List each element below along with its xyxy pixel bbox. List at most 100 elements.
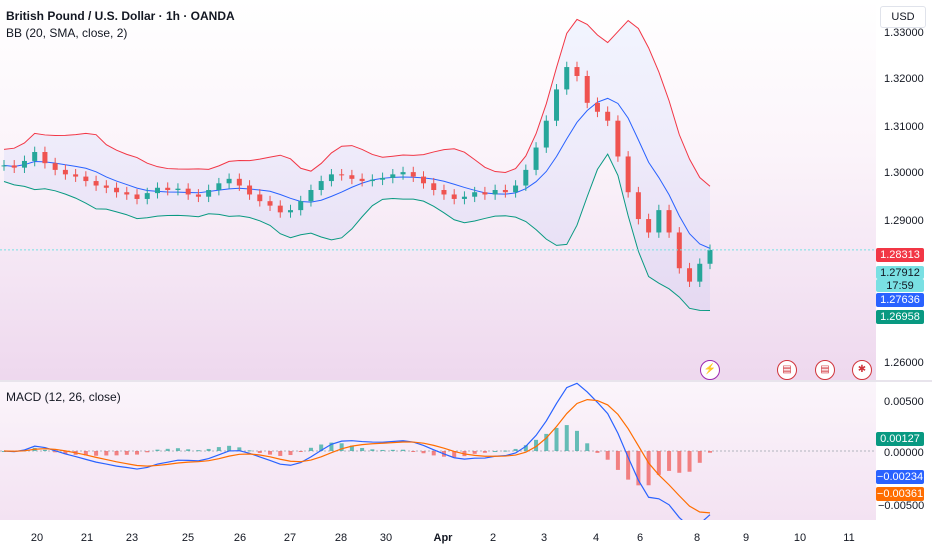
candle-body (554, 89, 560, 121)
bar-countdown-label: 17:59 (876, 279, 924, 292)
macd-tick: 0.00000 (884, 447, 924, 459)
candle-body (93, 181, 99, 186)
uk-flag-icon[interactable]: ✱ (852, 360, 872, 380)
currency-button[interactable]: USD (880, 6, 926, 28)
histogram-bar (53, 451, 58, 453)
histogram-bar (206, 448, 211, 451)
histogram-bar (554, 427, 559, 451)
candle-body (492, 190, 498, 195)
macd-value-label: −0.00234 (876, 470, 924, 484)
histogram-bar (155, 449, 160, 451)
candle-body (21, 160, 27, 168)
histogram-bar (83, 451, 88, 456)
us-flag-icon[interactable]: ▤ (777, 360, 797, 380)
histogram-bar (605, 451, 610, 460)
macd-pane[interactable] (0, 382, 876, 520)
candle-body (175, 188, 181, 190)
candle-body (380, 177, 386, 180)
candle-body (62, 169, 68, 175)
candle-body (114, 187, 120, 193)
candle-body (451, 194, 457, 199)
candle-body (533, 147, 539, 170)
histogram-bar (175, 448, 180, 451)
histogram-bar (493, 450, 498, 452)
us-flag-icon[interactable]: ▤ (815, 360, 835, 380)
pane-separator[interactable] (0, 380, 932, 382)
time-label: 11 (843, 532, 855, 544)
candle-body (267, 201, 273, 206)
candle-body (298, 201, 304, 211)
candle-body (308, 190, 314, 202)
histogram-bar (329, 442, 334, 451)
time-label: 27 (283, 532, 297, 544)
histogram-bar (114, 451, 119, 456)
candle-body (277, 205, 283, 213)
candlestick-chart[interactable] (0, 0, 876, 380)
candle-body (339, 174, 345, 176)
histogram-bar (534, 439, 539, 451)
histogram-bar (687, 451, 692, 472)
price-tick: 1.32000 (884, 73, 924, 85)
bb-upper-price-label: 1.28313 (876, 248, 924, 262)
candle-body (328, 174, 334, 182)
candle-body (236, 178, 242, 186)
candle-body (707, 249, 713, 264)
candle-body (461, 196, 467, 199)
price-tick: 1.26000 (884, 357, 924, 369)
histogram-bar (574, 430, 579, 451)
time-axis[interactable] (0, 520, 932, 550)
candle-body (349, 175, 355, 179)
histogram-bar (667, 451, 672, 471)
price-pane[interactable] (0, 0, 876, 380)
time-label: 26 (233, 532, 247, 544)
histogram-bar (145, 451, 150, 453)
time-label: 8 (693, 532, 701, 544)
histogram-bar (677, 451, 682, 473)
bb-basis-line (3, 97, 711, 249)
candle-body (564, 67, 570, 90)
histogram-bar (564, 425, 569, 451)
macd-chart[interactable] (0, 382, 876, 520)
lightning-icon[interactable]: ⚡ (700, 360, 720, 380)
time-label: 25 (181, 532, 195, 544)
histogram-bar (257, 451, 262, 454)
candle-body (134, 194, 140, 199)
candle-body (543, 120, 549, 148)
histogram-bar (298, 451, 303, 452)
signal-value-label: −0.00361 (876, 487, 924, 501)
candle-body (11, 165, 17, 168)
macd-tick: −0.00500 (878, 500, 925, 512)
histogram-value-label: 0.00127 (876, 432, 924, 446)
symbol-title[interactable]: British Pound / U.S. Dollar · 1h · OANDA (6, 9, 235, 23)
histogram-bar (268, 451, 273, 455)
histogram-bar (288, 451, 293, 456)
histogram-bar (308, 447, 313, 451)
time-label: 10 (793, 532, 807, 544)
candle-body (625, 156, 631, 193)
macd-indicator-label[interactable]: MACD (12, 26, close) (6, 390, 121, 404)
bb-indicator-label[interactable]: BB (20, SMA, close, 2) (6, 26, 128, 40)
candle-body (431, 183, 437, 190)
histogram-bar (104, 451, 109, 456)
price-tick: 1.30000 (884, 167, 924, 179)
bb-fill (4, 19, 710, 311)
candle-body (154, 187, 160, 194)
macd-line (3, 382, 711, 520)
time-label: 28 (334, 532, 348, 544)
candle-body (83, 176, 89, 182)
candle-body (574, 67, 580, 76)
candle-body (594, 102, 600, 112)
candle-body (206, 190, 212, 197)
bb-basis-price-label: 1.27636 (876, 293, 924, 307)
histogram-bar (452, 451, 457, 458)
histogram-bar (708, 451, 712, 453)
candle-body (513, 185, 519, 193)
candle-body (635, 192, 641, 220)
histogram-bar (585, 443, 590, 451)
time-label: 21 (80, 532, 94, 544)
histogram-bar (523, 445, 528, 451)
candle-body (410, 172, 416, 177)
time-label: 9 (742, 532, 750, 544)
candle-body (666, 210, 672, 233)
candle-body (1, 165, 7, 167)
